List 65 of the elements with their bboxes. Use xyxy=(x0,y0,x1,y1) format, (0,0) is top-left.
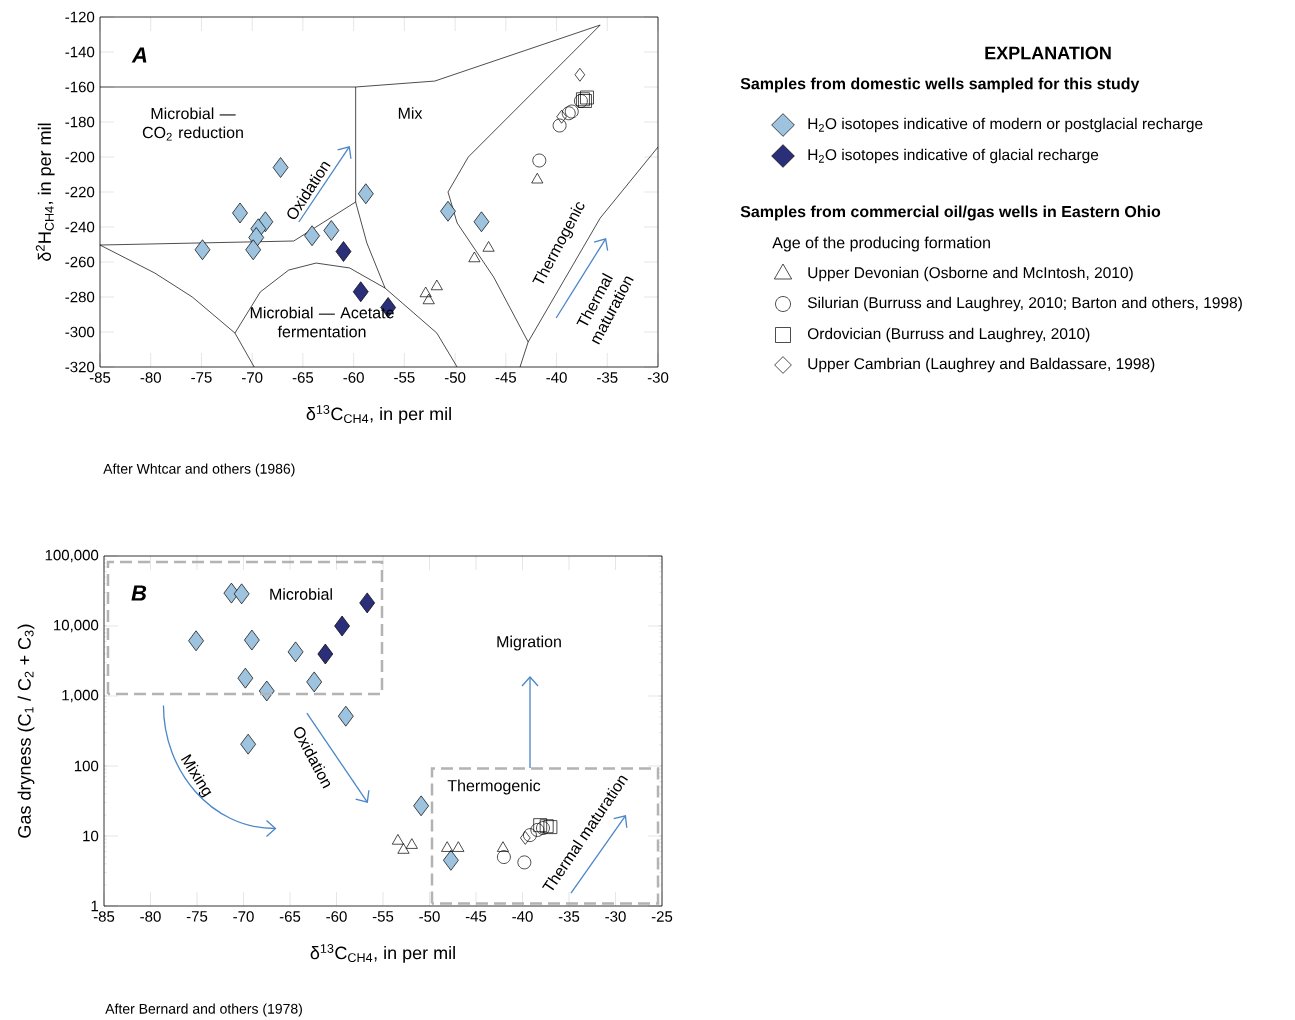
annotation: Migration xyxy=(497,635,561,651)
x-tick-label: -65 xyxy=(279,911,301,922)
y-tick-label: -160 xyxy=(65,81,95,93)
y-tick-label: -180 xyxy=(65,116,95,128)
y-tick-label: 10,000 xyxy=(54,619,99,633)
y-axis-title: δ$^{2}$H$_{CH4}$, in per mil xyxy=(35,123,55,261)
y-tick-label: -260 xyxy=(65,256,95,268)
y-tick-label: -140 xyxy=(65,46,95,58)
legend-label: H$_{2}$O isotopes indicative of modern or postglacial recharge xyxy=(808,117,1203,133)
text: Samples from commercial oil/gas wells in Eastern Ohio xyxy=(740,205,1161,221)
y-tick-label: 100 xyxy=(74,760,99,772)
x-tick-label: -85 xyxy=(93,911,115,922)
annotation: B xyxy=(131,585,147,601)
y-tick-label: 1,000 xyxy=(62,689,99,703)
x-tick-label: -75 xyxy=(186,911,208,922)
y-tick-label: 100,000 xyxy=(45,549,99,563)
x-tick-label: -50 xyxy=(444,372,466,383)
annotation: Microbial — CO$_{2}$ reduction xyxy=(142,107,243,141)
x-tick-label: -45 xyxy=(495,372,517,383)
text: After Bernard and others (1978) xyxy=(105,1003,302,1017)
y-tick-label: -320 xyxy=(65,361,95,373)
x-tick-label: -50 xyxy=(419,911,440,922)
annotation: Thermogenic xyxy=(447,779,541,795)
y-tick-label: -240 xyxy=(65,221,95,233)
x-tick-label: -25 xyxy=(651,911,673,922)
x-axis-title: δ$^{13}$C$_{CH4}$, in per mil xyxy=(310,944,455,963)
y-tick-label: 10 xyxy=(83,830,99,842)
x-tick-label: -30 xyxy=(605,911,626,922)
y-tick-label: -120 xyxy=(65,11,95,23)
y-tick-label: -220 xyxy=(65,186,95,198)
annotation: A xyxy=(131,47,147,63)
y-tick-label: 1 xyxy=(91,900,99,912)
x-tick-label: -80 xyxy=(140,911,161,922)
text: Age of the producing formation xyxy=(772,236,990,252)
x-tick-label: -65 xyxy=(292,372,314,383)
x-tick-label: -85 xyxy=(89,372,111,383)
x-tick-label: -80 xyxy=(140,372,161,383)
y-tick-label: -200 xyxy=(65,151,95,163)
x-tick-label: -35 xyxy=(558,911,580,922)
x-tick-label: -60 xyxy=(343,372,364,383)
x-tick-label: -40 xyxy=(546,372,567,383)
x-tick-label: -35 xyxy=(597,372,618,383)
x-tick-label: -70 xyxy=(242,372,263,383)
x-tick-label: -30 xyxy=(647,372,669,383)
x-tick-label: -55 xyxy=(394,372,415,383)
x-tick-label: -70 xyxy=(233,911,254,922)
legend-label: H$_{2}$O isotopes indicative of glacial recharge xyxy=(808,148,1099,164)
x-tick-label: -60 xyxy=(326,911,347,922)
x-tick-label: -40 xyxy=(512,911,533,922)
x-tick-label: -45 xyxy=(465,911,487,922)
x-axis-title: δ$^{13}$C$_{CH4}$, in per mil xyxy=(306,405,451,424)
annotation: Microbial xyxy=(270,588,332,600)
legend-label: Ordovician (Burruss and Laughrey, 2010) xyxy=(807,327,1090,343)
annotation: Mix xyxy=(398,107,423,119)
y-tick-label: -280 xyxy=(65,291,95,303)
x-tick-label: -55 xyxy=(372,911,394,922)
legend-label: Upper Devonian (Osborne and McIntosh, 2010) xyxy=(808,266,1133,282)
x-tick-label: -75 xyxy=(191,372,212,383)
text: After Whtcar and others (1986) xyxy=(103,463,295,477)
legend-label: Upper Cambrian (Laughrey and Baldassare, 1998) xyxy=(808,357,1155,373)
text: Samples from domestic wells sampled for this study xyxy=(740,77,1140,93)
legend-title: EXPLANATION xyxy=(985,46,1111,60)
y-axis-title: Gas dryness (C$_{1}$ / C$_{2}$ + C$_{3}$) xyxy=(17,624,35,838)
y-tick-label: -300 xyxy=(65,326,95,338)
legend-label: Silurian (Burruss and Laughrey, 2010; Barton and others, 1998) xyxy=(807,296,1242,312)
